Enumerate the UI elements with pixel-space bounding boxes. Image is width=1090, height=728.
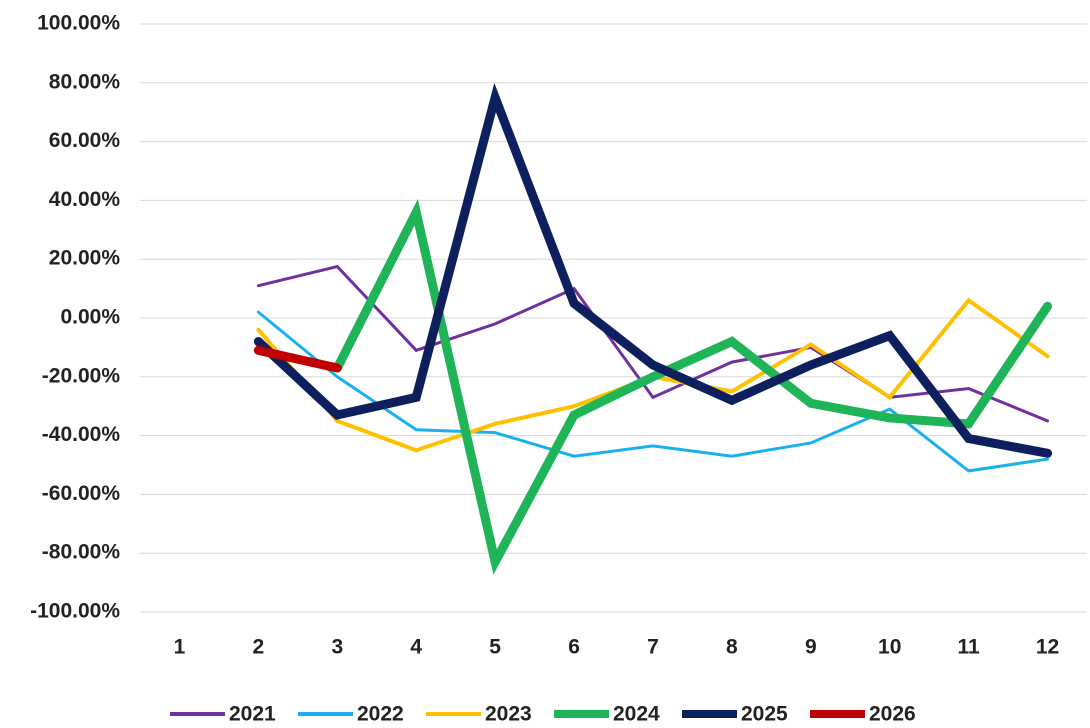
legend-label: 2022 [357, 703, 404, 726]
series-line [256, 264, 1050, 423]
x-tick-label: 7 [647, 636, 659, 659]
y-tick-label: 80.00% [49, 70, 121, 93]
legend-label: 2021 [229, 703, 276, 726]
series-line [253, 345, 342, 373]
x-tick-label: 8 [726, 636, 738, 659]
legend-label: 2026 [869, 703, 916, 726]
x-tick-label: 2 [253, 636, 265, 659]
x-tick-label: 4 [410, 636, 422, 659]
x-tick-label: 1 [174, 636, 186, 659]
x-tick-label: 6 [568, 636, 580, 659]
y-tick-label: -100.00% [30, 600, 120, 623]
y-tick-label: 0.00% [60, 306, 120, 329]
legend-label: 2023 [485, 703, 532, 726]
legend-label: 2024 [613, 703, 660, 726]
series-line [332, 198, 1053, 575]
legend-label: 2025 [741, 703, 788, 726]
y-tick-label: 60.00% [49, 129, 121, 152]
y-tick-label: 20.00% [49, 247, 121, 270]
y-tick-label: -80.00% [42, 541, 121, 564]
x-tick-label: 3 [331, 636, 343, 659]
y-tick-label: -20.00% [42, 364, 121, 387]
y-tick-label: 100.00% [37, 12, 120, 35]
x-tick-label: 5 [489, 636, 501, 659]
y-tick-label: 40.00% [49, 188, 121, 211]
x-tick-label: 10 [878, 636, 901, 659]
series-line [256, 310, 1050, 473]
y-tick-label: -60.00% [42, 482, 121, 505]
series-line [253, 82, 1053, 458]
x-tick-label: 9 [805, 636, 817, 659]
x-tick-label: 12 [1036, 636, 1059, 659]
y-tick-label: -40.00% [42, 423, 121, 446]
x-tick-label: 11 [958, 636, 981, 659]
